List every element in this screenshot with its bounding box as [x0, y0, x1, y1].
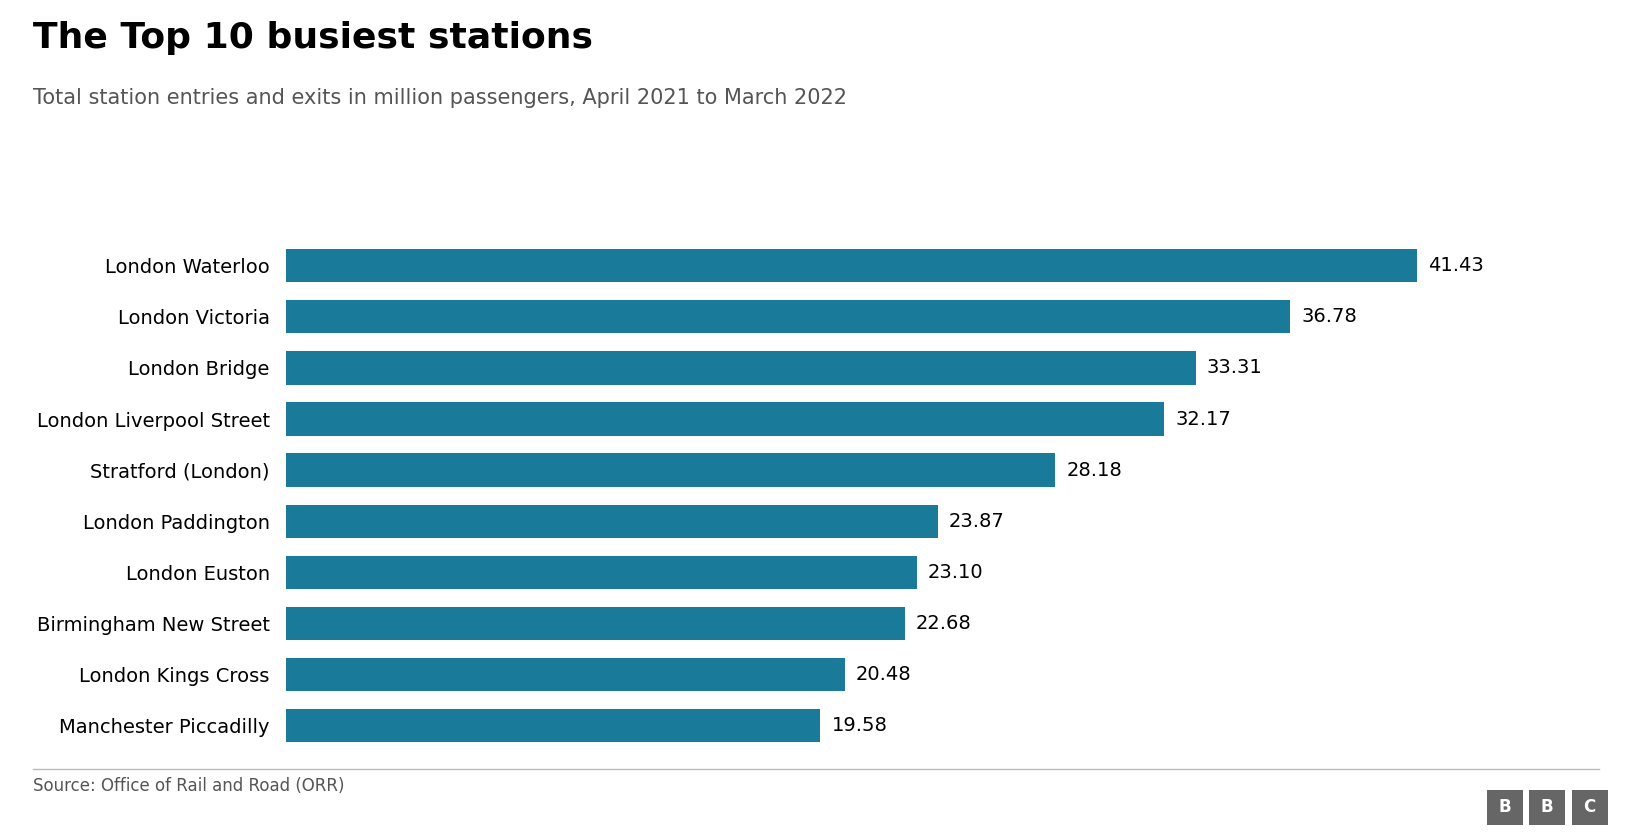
Text: B: B	[1541, 798, 1554, 816]
Bar	[286, 606, 906, 640]
Text: 23.87: 23.87	[948, 512, 1004, 531]
Bar	[286, 402, 1164, 436]
Text: 22.68: 22.68	[916, 614, 971, 633]
Text: B: B	[1498, 798, 1511, 816]
Bar	[286, 658, 845, 690]
Text: 36.78: 36.78	[1301, 307, 1358, 327]
Bar	[286, 301, 1291, 333]
Text: 23.10: 23.10	[927, 563, 982, 581]
Bar	[286, 555, 917, 589]
Bar	[286, 505, 938, 538]
Text: 19.58: 19.58	[831, 716, 888, 735]
Text: C: C	[1583, 798, 1596, 816]
Text: Total station entries and exits in million passengers, April 2021 to March 2022: Total station entries and exits in milli…	[33, 88, 847, 108]
Bar	[286, 454, 1056, 486]
Text: The Top 10 busiest stations: The Top 10 busiest stations	[33, 21, 592, 55]
Text: 33.31: 33.31	[1206, 359, 1262, 377]
Bar	[286, 249, 1418, 282]
Text: 20.48: 20.48	[857, 664, 912, 684]
Bar	[286, 709, 821, 742]
Text: 32.17: 32.17	[1175, 410, 1231, 428]
Text: Source: Office of Rail and Road (ORR): Source: Office of Rail and Road (ORR)	[33, 777, 344, 795]
Text: 41.43: 41.43	[1428, 256, 1483, 276]
Text: 28.18: 28.18	[1066, 460, 1123, 480]
Bar	[286, 351, 1196, 385]
